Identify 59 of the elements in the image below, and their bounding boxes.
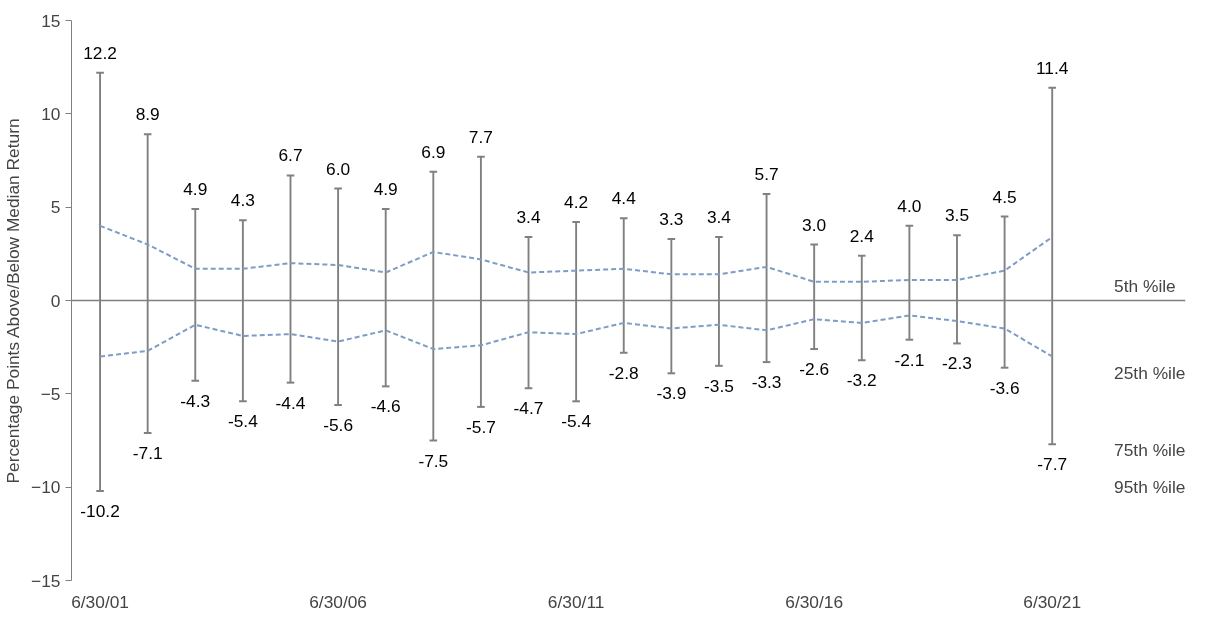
data-label: -3.5 [704,375,734,396]
data-label: 3.5 [944,205,970,226]
data-label: -2.6 [799,359,830,380]
data-label: 3.0 [802,214,827,235]
y-tick-label: −15 [31,570,61,591]
x-tick-label: 6/30/01 [71,591,129,612]
y-tick-label: 10 [41,103,61,124]
x-tick-label: 6/30/06 [309,591,368,612]
data-label: 4.4 [611,188,637,209]
data-label: -2.8 [608,362,639,383]
data-label: 2.4 [849,225,875,246]
y-tick-label: −5 [40,383,61,404]
data-label: -2.1 [894,349,925,370]
data-label: 11.4 [1035,57,1069,78]
data-label: -5.4 [227,411,259,432]
data-label: 4.9 [373,179,398,200]
data-label: -5.6 [323,415,354,436]
data-label: -4.6 [370,396,401,417]
data-label: -3.6 [989,377,1020,398]
data-label: -4.7 [513,398,544,419]
data-label: -5.4 [561,411,592,432]
data-label: 5.7 [754,164,779,185]
data-label: -4.4 [275,392,306,413]
y-axis-title: Percentage Points Above/Below Median Return [3,118,24,484]
data-label: 6.9 [421,141,446,162]
data-label: 4.2 [564,192,589,213]
data-label: -3.2 [846,370,877,391]
text: 5th %ile [1114,275,1176,296]
data-label: -7.1 [132,443,163,464]
data-label: -2.3 [942,353,972,374]
y-tick-label: 15 [41,10,61,31]
data-label: 3.3 [659,208,684,229]
data-label: 4.0 [897,195,922,216]
data-label: -3.3 [751,372,782,393]
data-label: -5.7 [465,416,496,437]
text: 25th %ile [1114,363,1186,384]
data-label: 3.4 [516,207,541,228]
data-label: 12.2 [83,42,117,63]
data-label: 3.4 [706,207,732,228]
x-tick-label: 6/30/21 [1023,591,1082,612]
data-label: -4.3 [180,390,211,411]
data-label: 8.9 [135,104,160,125]
data-label: 6.7 [278,145,303,166]
y-tick-label: 0 [50,290,61,311]
data-label: -7.5 [418,450,449,471]
y-tick-label: 5 [50,197,61,218]
data-label: -3.9 [656,383,687,404]
x-tick-label: 6/30/16 [785,591,844,612]
data-label: 4.3 [230,190,255,211]
data-label: 6.0 [326,158,351,179]
data-label: 7.7 [468,126,493,147]
y-tick-label: −10 [31,477,61,498]
data-label: 4.9 [183,179,208,200]
text: 95th %ile [1114,477,1186,498]
data-label: 4.5 [992,186,1017,207]
data-label: -7.7 [1037,454,1068,475]
data-label: -10.2 [80,500,120,521]
x-tick-label: 6/30/11 [547,591,605,612]
text: 75th %ile [1114,439,1186,460]
